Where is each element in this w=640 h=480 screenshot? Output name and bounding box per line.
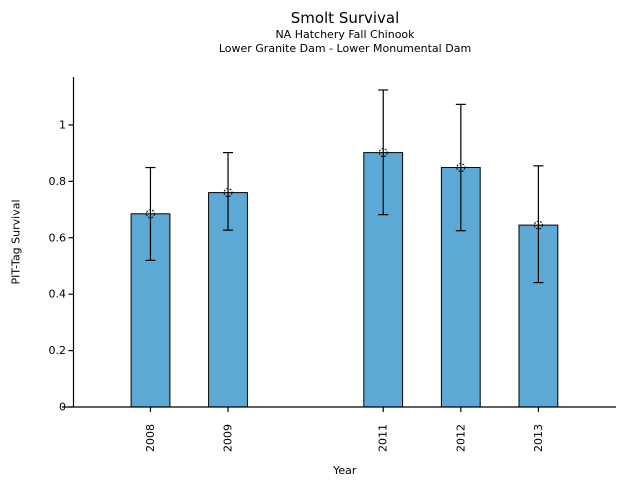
point-marker-2012 <box>456 163 466 173</box>
y-axis-label: PIT-Tag Survival <box>10 199 23 284</box>
x-tick-label-2013: 2013 <box>532 424 545 452</box>
point-marker-2011 <box>378 148 388 158</box>
point-marker-2013 <box>533 220 543 230</box>
x-tick-label-2009: 2009 <box>222 424 235 452</box>
y-tick-label-0: 0 <box>59 401 66 414</box>
y-tick-label-0.6: 0.6 <box>49 231 67 244</box>
y-tick-label-0.4: 0.4 <box>49 288 67 301</box>
x-tick-label-2008: 2008 <box>144 424 157 452</box>
point-marker-2008 <box>145 209 155 219</box>
x-tick-label-2012: 2012 <box>454 424 467 452</box>
x-tick-label-2011: 2011 <box>377 424 390 452</box>
y-tick-label-1: 1 <box>59 118 66 131</box>
x-axis-label: Year <box>332 464 357 477</box>
y-tick-label-0.8: 0.8 <box>49 175 67 188</box>
point-marker-2009 <box>223 188 233 198</box>
y-tick-label-0.2: 0.2 <box>49 344 67 357</box>
